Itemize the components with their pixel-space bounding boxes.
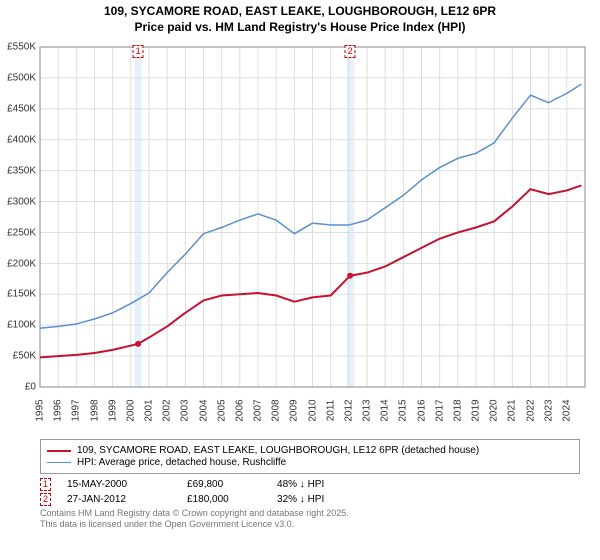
x-tick-label: 2011 — [325, 400, 336, 422]
sale-delta: 48% ↓ HPI — [277, 479, 367, 490]
chart-container: 109, SYCAMORE ROAD, EAST LEAKE, LOUGHBOR… — [0, 0, 600, 560]
legend-box: 109, SYCAMORE ROAD, EAST LEAKE, LOUGHBOR… — [40, 439, 580, 474]
chart-area: £0 £50K £100K £150K £200K £250K £300K £350K £400… — [0, 37, 600, 437]
x-tick-label: 2008 — [271, 400, 282, 422]
title-block: 109, SYCAMORE ROAD, EAST LEAKE, LOUGHBOR… — [0, 0, 600, 37]
legend-label: HPI: Average price, detached house, Rush… — [77, 457, 286, 468]
x-tick-label: 2017 — [434, 400, 445, 422]
title-line-1: 109, SYCAMORE ROAD, EAST LEAKE, LOUGHBOR… — [8, 4, 592, 20]
sale-date: 27-JAN-2012 — [67, 494, 187, 505]
sale-date: 15-MAY-2000 — [67, 479, 187, 490]
x-tick-label: 2016 — [416, 400, 427, 422]
x-tick-label: 2004 — [198, 400, 209, 422]
x-tick-label: 2002 — [162, 400, 173, 422]
x-tick-label: 1997 — [71, 400, 82, 422]
y-tick-label: £250K — [0, 227, 36, 238]
x-tick-label: 2003 — [180, 400, 191, 422]
x-tick-label: 2015 — [398, 400, 409, 422]
x-tick-label: 2019 — [471, 400, 482, 422]
x-tick-label: 2021 — [507, 400, 518, 422]
chart-svg — [0, 37, 600, 437]
y-tick-label: £500K — [0, 73, 36, 84]
x-tick-label: 1996 — [53, 400, 64, 422]
x-tick-label: 1995 — [35, 400, 46, 422]
x-tick-label: 1998 — [89, 400, 100, 422]
sale-price: £69,800 — [187, 479, 277, 490]
y-tick-label: £50K — [0, 351, 36, 362]
y-tick-label: £300K — [0, 196, 36, 207]
sale-marker-label: 2 — [345, 45, 356, 58]
x-tick-label: 2010 — [307, 400, 318, 422]
footnote-line-1: Contains HM Land Registry data © Crown c… — [40, 508, 580, 519]
x-tick-label: 2022 — [525, 400, 536, 422]
y-tick-label: £350K — [0, 165, 36, 176]
x-tick-label: 2005 — [216, 400, 227, 422]
sale-badge: 2 — [40, 493, 51, 506]
x-tick-label: 2001 — [144, 400, 155, 422]
legend-row: HPI: Average price, detached house, Rush… — [47, 457, 573, 468]
legend-row: 109, SYCAMORE ROAD, EAST LEAKE, LOUGHBOR… — [47, 445, 573, 456]
x-tick-label: 2018 — [452, 400, 463, 422]
sale-delta: 32% ↓ HPI — [277, 494, 367, 505]
footnote: Contains HM Land Registry data © Crown c… — [40, 508, 580, 530]
x-tick-label: 2000 — [125, 400, 136, 422]
y-tick-label: £150K — [0, 289, 36, 300]
x-tick-label: 2013 — [362, 400, 373, 422]
x-tick-label: 2014 — [380, 400, 391, 422]
x-tick-label: 2020 — [489, 400, 500, 422]
sale-marker-label: 1 — [133, 45, 144, 58]
sale-row: 1 15-MAY-2000£69,80048% ↓ HPI — [40, 478, 580, 491]
sale-badge: 1 — [40, 478, 51, 491]
x-tick-label: 2024 — [561, 400, 572, 422]
x-tick-label: 2006 — [234, 400, 245, 422]
title-line-2: Price paid vs. HM Land Registry's House … — [8, 20, 592, 36]
sales-table: 1 15-MAY-2000£69,80048% ↓ HPI 2 27-JAN-2012… — [40, 478, 580, 506]
y-tick-label: £550K — [0, 42, 36, 53]
y-tick-label: £0 — [0, 382, 36, 393]
sale-row: 2 27-JAN-2012£180,00032% ↓ HPI — [40, 493, 580, 506]
legend-swatch — [47, 462, 71, 463]
y-tick-label: £100K — [0, 320, 36, 331]
x-tick-label: 1999 — [107, 400, 118, 422]
legend-label: 109, SYCAMORE ROAD, EAST LEAKE, LOUGHBOR… — [77, 445, 479, 456]
x-tick-label: 2023 — [543, 400, 554, 422]
y-tick-label: £200K — [0, 258, 36, 269]
x-tick-label: 2012 — [343, 400, 354, 422]
x-tick-label: 2007 — [253, 400, 264, 422]
x-tick-label: 2009 — [289, 400, 300, 422]
sale-price: £180,000 — [187, 494, 277, 505]
legend-swatch — [47, 450, 71, 452]
y-tick-label: £450K — [0, 104, 36, 115]
footnote-line-2: This data is licensed under the Open Gov… — [40, 519, 580, 530]
y-tick-label: £400K — [0, 134, 36, 145]
